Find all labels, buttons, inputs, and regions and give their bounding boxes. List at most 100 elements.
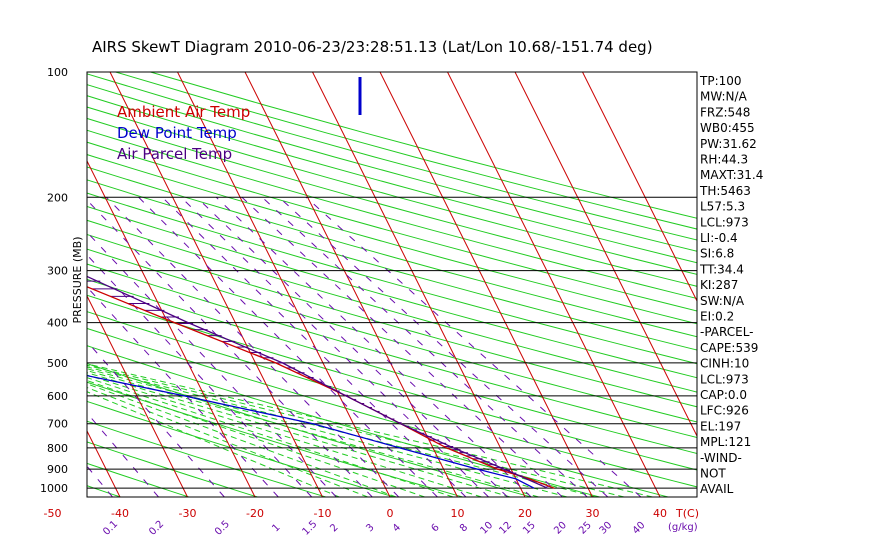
dry-adiabat bbox=[87, 84, 697, 252]
isotherm bbox=[582, 72, 697, 303]
dry-adiabat bbox=[87, 106, 697, 275]
isotherm bbox=[87, 159, 256, 497]
dry-adiabat bbox=[87, 192, 697, 365]
mixing-ratio-line bbox=[87, 340, 225, 497]
stat-item: PW:31.62 bbox=[700, 137, 757, 151]
stat-item: EI:0.2 bbox=[700, 310, 734, 324]
isotherm bbox=[514, 72, 697, 438]
stat-item: LI:-0.4 bbox=[700, 231, 738, 245]
isotherm bbox=[87, 294, 188, 497]
moist-adiabat bbox=[87, 368, 568, 497]
mixing-ratio-line bbox=[87, 231, 337, 497]
dry-adiabat bbox=[87, 179, 697, 351]
mixing-ratio-line bbox=[241, 196, 563, 497]
mixing-ratio-tick-label: 0.1 bbox=[101, 519, 120, 538]
plot-area: 1002003004005006007008009001000-120-110-… bbox=[0, 66, 699, 538]
mixing-ratio-tick-label: 25 bbox=[577, 520, 594, 537]
dry-adiabat bbox=[87, 129, 697, 300]
mixing-ratio-line bbox=[87, 286, 279, 497]
stat-item: TH:5463 bbox=[699, 184, 751, 198]
plot-frame bbox=[86, 71, 698, 498]
dry-adiabat bbox=[87, 278, 697, 455]
stat-item: CAP:0.0 bbox=[700, 388, 747, 402]
mixing-ratio-line bbox=[180, 196, 489, 497]
moist-adiabat bbox=[87, 364, 625, 497]
stat-item: EL:197 bbox=[700, 419, 741, 433]
mixing-ratio-tick-label: 15 bbox=[521, 520, 538, 537]
bottom-temp-tick-label: -30 bbox=[179, 507, 197, 520]
mixing-ratio-unit: (g/kg) bbox=[668, 522, 698, 533]
mixing-ratio-line bbox=[278, 196, 609, 497]
stat-item: MPL:121 bbox=[700, 435, 751, 449]
dew-point-profile bbox=[87, 374, 535, 489]
pressure-tick-label: 800 bbox=[47, 442, 68, 455]
stat-item: RH:44.3 bbox=[700, 153, 748, 167]
legend: Ambient Air Temp Dew Point Temp Air Parcel… bbox=[117, 103, 250, 163]
x-axis-label: T(C) bbox=[675, 507, 699, 520]
mixing-ratio-tick-label: 3 bbox=[364, 522, 376, 534]
air-parcel-profile bbox=[87, 275, 548, 489]
stat-item: AVAIL bbox=[700, 482, 734, 496]
stat-item: SI:6.8 bbox=[700, 247, 734, 261]
dry-adiabat bbox=[87, 117, 697, 287]
mixing-ratio-tick-label: 1 bbox=[270, 522, 282, 534]
isotherm bbox=[244, 72, 458, 497]
stat-item: WB0:455 bbox=[700, 121, 755, 135]
dry-adiabat bbox=[87, 95, 697, 264]
pressure-tick-label: 400 bbox=[47, 317, 68, 330]
moist-adiabat bbox=[87, 386, 368, 497]
mixing-ratio-line bbox=[261, 196, 588, 497]
legend-item: Ambient Air Temp bbox=[117, 103, 250, 121]
isotherm bbox=[312, 72, 526, 497]
pressure-tick-label: 200 bbox=[47, 191, 68, 204]
mixing-ratio-line bbox=[87, 254, 313, 497]
stat-item: LCL:973 bbox=[700, 372, 749, 386]
mixing-ratio-tick-label: 8 bbox=[458, 522, 470, 534]
stat-item: -WIND- bbox=[700, 451, 742, 465]
mixing-ratio-line bbox=[87, 412, 159, 497]
dry-adiabat bbox=[87, 263, 697, 439]
dry-adiabat bbox=[87, 233, 697, 408]
bottom-temp-tick-label: -40 bbox=[111, 507, 129, 520]
mixing-ratio-tick-label: 1.5 bbox=[300, 519, 319, 538]
mixing-ratio-tick-label: 2 bbox=[328, 522, 340, 534]
mixing-ratio-line bbox=[87, 199, 373, 497]
dry-adiabat bbox=[87, 248, 697, 423]
mixing-ratio-tick-label: 12 bbox=[497, 520, 514, 537]
isotherm bbox=[177, 72, 391, 497]
pressure-tick-label: 1000 bbox=[40, 482, 68, 495]
bottom-temp-tick-label: 10 bbox=[451, 507, 465, 520]
dry-adiabat bbox=[87, 219, 697, 393]
moist-adiabat bbox=[87, 366, 596, 497]
y-axis-label: PRESSURE (MB) bbox=[71, 237, 84, 324]
mixing-ratio-line bbox=[106, 196, 400, 497]
dry-adiabat bbox=[87, 141, 697, 312]
legend-item: Dew Point Temp bbox=[117, 124, 237, 142]
stat-item: SW:N/A bbox=[700, 294, 745, 308]
mixing-ratio-tick-label: 4 bbox=[391, 522, 403, 534]
bottom-temp-tick-label: 0 bbox=[387, 507, 394, 520]
dry-adiabat bbox=[0, 72, 57, 499]
stat-item: LCL:973 bbox=[700, 215, 749, 229]
chart-title: AIRS SkewT Diagram 2010-06-23/23:28:51.1… bbox=[92, 38, 653, 56]
moist-adiabat bbox=[87, 379, 425, 497]
stat-item: NOT bbox=[700, 467, 726, 481]
isotherm bbox=[0, 72, 53, 497]
pressure-tick-label: 300 bbox=[47, 265, 68, 278]
stat-item: MAXT:31.4 bbox=[700, 168, 763, 182]
mixing-ratio-tick-label: 6 bbox=[429, 522, 441, 534]
moist-adiabat bbox=[87, 391, 340, 497]
moist-adiabat bbox=[87, 363, 653, 497]
isotherm bbox=[379, 72, 593, 497]
stat-item: -PARCEL- bbox=[700, 325, 754, 339]
bottom-temp-tick-label: 20 bbox=[518, 507, 532, 520]
stat-item: TT:34.4 bbox=[699, 262, 744, 276]
stat-item: CAPE:539 bbox=[700, 341, 758, 355]
dry-adiabat bbox=[87, 166, 697, 338]
legend-item: Air Parcel Temp bbox=[117, 145, 232, 163]
mixing-ratio-tick-label: 10 bbox=[478, 520, 495, 537]
mixing-ratio-line bbox=[305, 196, 642, 497]
bottom-temp-tick-label: 40 bbox=[653, 507, 667, 520]
